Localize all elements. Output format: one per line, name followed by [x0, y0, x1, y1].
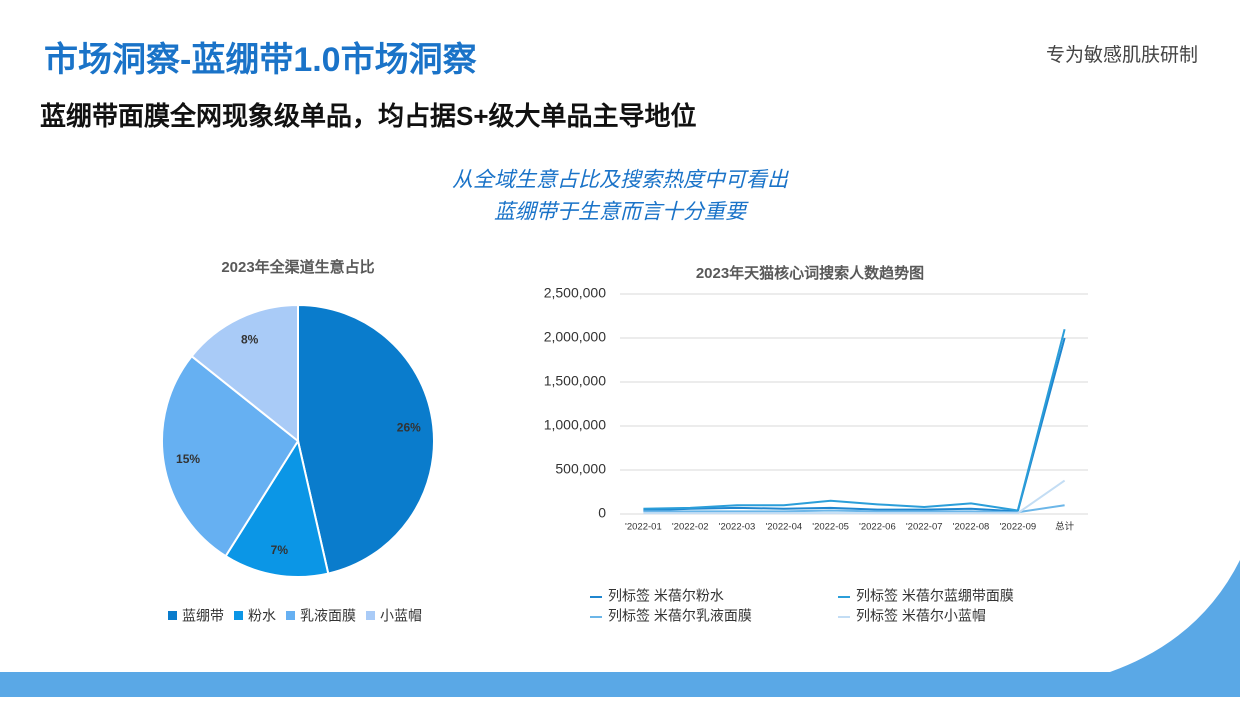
- pie-slice: [297, 303, 435, 575]
- x-tick-label: '2022-01: [625, 522, 662, 533]
- pie-slice: [161, 354, 300, 558]
- x-tick-label: 总计: [1055, 521, 1075, 533]
- series-line: [643, 328, 1066, 512]
- pie-slice: [224, 438, 330, 578]
- legend-label: 列标签 米蓓尔蓝绷带面膜: [856, 588, 1014, 604]
- pie-slice: [190, 303, 299, 444]
- chart-title: 2023年天猫核心词搜索人数趋势图: [696, 264, 924, 282]
- legend-swatch: [168, 611, 177, 620]
- y-tick-label: 2,000,000: [544, 329, 606, 345]
- x-tick-label: '2022-05: [812, 522, 849, 533]
- subtitle: 蓝绷带面膜全网现象级单品，均占据S+级大单品主导地位: [40, 101, 697, 131]
- x-tick-label: '2022-06: [859, 522, 896, 533]
- x-tick-label: '2022-04: [765, 522, 802, 533]
- y-tick-label: 500,000: [555, 461, 606, 477]
- chart-title: 2023年全渠道生意占比: [221, 258, 374, 276]
- x-tick-label: '2022-08: [953, 522, 990, 533]
- x-tick-label: '2022-03: [719, 522, 756, 533]
- slide-title: 市场洞察-蓝绷带1.0市场洞察: [44, 40, 477, 79]
- corner-decoration: [1110, 560, 1240, 672]
- legend-label: 列标签 米蓓尔粉水: [608, 588, 724, 604]
- legend-swatch: [366, 611, 375, 620]
- tagline: 专为敏感肌肤研制: [1046, 44, 1198, 66]
- y-tick-label: 2,500,000: [544, 285, 606, 301]
- legend-swatch: [286, 611, 295, 620]
- x-tick-label: '2022-02: [672, 522, 709, 533]
- series-line: [643, 504, 1065, 514]
- x-tick-label: '2022-07: [906, 522, 943, 533]
- x-tick-label: '2022-09: [999, 522, 1036, 533]
- note-line: 从全域生意占比及搜索热度中可看出: [452, 169, 789, 192]
- series-line: [643, 479, 1066, 515]
- footer-bar: [0, 672, 1240, 697]
- legend-label: 列标签 米蓓尔小蓝帽: [856, 608, 986, 624]
- y-tick-label: 1,000,000: [544, 417, 606, 433]
- y-tick-label: 0: [598, 505, 606, 521]
- data-label: 7%: [271, 543, 289, 557]
- data-label: 26%: [397, 421, 421, 435]
- legend-label: 粉水: [248, 608, 276, 624]
- legend-label: 蓝绷带: [182, 608, 224, 624]
- legend-label: 乳液面膜: [300, 608, 356, 624]
- note-line: 蓝绷带于生意而言十分重要: [494, 201, 749, 224]
- series-line: [643, 337, 1066, 513]
- y-tick-label: 1,500,000: [544, 373, 606, 389]
- data-label: 15%: [176, 452, 200, 466]
- legend-swatch: [234, 611, 243, 620]
- legend-label: 小蓝帽: [380, 608, 422, 624]
- legend-label: 列标签 米蓓尔乳液面膜: [608, 608, 752, 624]
- data-label: 8%: [241, 333, 259, 347]
